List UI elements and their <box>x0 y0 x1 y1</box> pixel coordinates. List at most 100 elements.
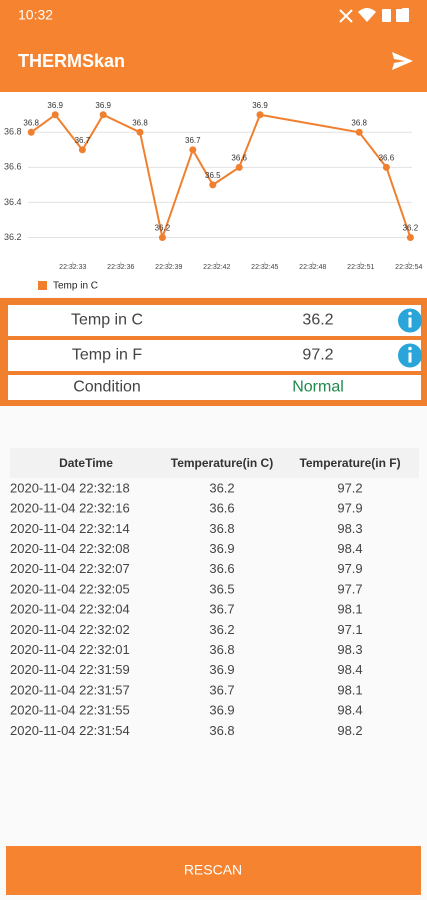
x-tick-label: 22:32:54 <box>395 264 422 271</box>
table-cell: 2020-11-04 22:31:57 <box>10 682 130 697</box>
app-bar <box>0 0 427 92</box>
x-tick-label: 22:32:51 <box>347 264 374 271</box>
table-cell: 36.7 <box>209 602 234 617</box>
table-header: Temperature(in F) <box>299 456 400 470</box>
history-table: DateTime Temperature(in C) Temperature(in … <box>10 456 401 738</box>
data-label: 36.2 <box>155 224 171 233</box>
data-label: 36.7 <box>75 136 91 145</box>
table-cell: 36.8 <box>209 723 234 738</box>
reading-value: 97.2 <box>302 347 333 364</box>
reading-value: Normal <box>292 379 344 396</box>
table-cell: 36.6 <box>209 561 234 576</box>
table-cell: 97.7 <box>337 581 362 596</box>
table-header-bg <box>10 448 419 478</box>
table-cell: 2020-11-04 22:32:16 <box>10 501 130 516</box>
x-tick-label: 22:32:33 <box>59 264 86 271</box>
table-header: DateTime <box>59 456 113 470</box>
data-point <box>209 181 217 189</box>
table-cell: 2020-11-04 22:32:04 <box>10 602 130 617</box>
x-tick-label: 22:32:42 <box>203 264 230 271</box>
data-point <box>99 111 107 119</box>
data-point <box>51 111 59 119</box>
table-cell: 98.1 <box>337 682 362 697</box>
data-label: 36.9 <box>47 101 63 110</box>
data-label: 36.8 <box>351 118 367 127</box>
table-cell: 2020-11-04 22:32:02 <box>10 622 130 637</box>
data-point <box>235 163 243 171</box>
table-cell: 36.7 <box>209 682 234 697</box>
table-cell: 98.1 <box>337 602 362 617</box>
status-icons <box>339 8 409 23</box>
rescan-button[interactable] <box>6 846 421 895</box>
table-cell: 36.8 <box>209 642 234 657</box>
table-cell: 36.5 <box>209 581 234 596</box>
chart: 36.2 36.4 36.6 36.8 22:32:33 22:32:36 22:32:39… <box>4 101 423 292</box>
table-cell: 98.4 <box>337 541 362 556</box>
table-cell: 36.9 <box>209 662 234 677</box>
data-point <box>27 128 35 136</box>
rescan-label[interactable]: RESCAN <box>184 862 242 878</box>
send-button[interactable] <box>392 52 413 70</box>
chart-area <box>0 92 427 297</box>
data-label: 36.7 <box>185 136 201 145</box>
data-point <box>189 146 197 154</box>
table-cell: 98.3 <box>337 642 362 657</box>
table-cell: 36.9 <box>209 541 234 556</box>
table-cell: 98.4 <box>337 703 362 718</box>
reading-value: 36.2 <box>302 312 333 329</box>
info-dot <box>408 311 412 316</box>
data-point <box>158 233 166 241</box>
table-header: Temperature(in C) <box>171 456 273 470</box>
reading-row <box>8 375 421 400</box>
data-point <box>256 111 264 119</box>
table-cell: 2020-11-04 22:32:18 <box>10 480 130 495</box>
table-cell: 2020-11-04 22:32:05 <box>10 581 130 596</box>
reading-label: Temp in C <box>71 312 143 329</box>
reading-label: Temp in F <box>72 347 142 364</box>
data-label: 36.6 <box>231 153 247 162</box>
table-cell: 97.9 <box>337 501 362 516</box>
table-cell: 36.8 <box>209 521 234 536</box>
table-cell: 98.4 <box>337 662 362 677</box>
readings: Temp in C 36.2 Temp in F 97.2 Condition Norma… <box>8 305 422 400</box>
info-dot <box>408 346 412 351</box>
data-point <box>78 146 86 154</box>
data-point <box>382 163 390 171</box>
y-tick-label: 36.8 <box>4 127 22 137</box>
table-cell: 2020-11-04 22:31:55 <box>10 703 130 718</box>
data-label: 36.5 <box>205 171 221 180</box>
data-label: 36.2 <box>403 224 419 233</box>
app-title: THERMSkan <box>18 51 125 71</box>
data-point <box>355 128 363 136</box>
info-glyph <box>408 352 412 363</box>
y-tick-label: 36.4 <box>4 197 22 207</box>
info-glyph <box>408 317 412 328</box>
y-tick-label: 36.6 <box>4 162 22 172</box>
table-cell: 2020-11-04 22:31:54 <box>10 723 130 738</box>
data-label: 36.8 <box>23 118 39 127</box>
data-label: 36.9 <box>252 101 268 110</box>
table-cell: 97.1 <box>337 622 362 637</box>
table-cell: 36.2 <box>209 480 234 495</box>
x-tick-label: 22:32:45 <box>251 264 278 271</box>
x-tick-label: 22:32:48 <box>299 264 326 271</box>
table-cell: 2020-11-04 22:32:14 <box>10 521 130 536</box>
data-point <box>406 233 414 241</box>
x-tick-label: 22:32:39 <box>155 264 182 271</box>
table-cell: 97.2 <box>337 480 362 495</box>
reading-row <box>8 305 421 336</box>
data-label: 36.8 <box>132 118 148 127</box>
table-cell: 36.2 <box>209 622 234 637</box>
data-point <box>136 128 144 136</box>
table-cell: 36.9 <box>209 703 234 718</box>
x-tick-label: 22:32:36 <box>107 264 134 271</box>
table-cell: 2020-11-04 22:31:59 <box>10 662 130 677</box>
status-time: 10:32 <box>18 7 53 23</box>
reading-row <box>8 340 421 371</box>
y-tick-label: 36.2 <box>4 232 22 242</box>
data-label: 36.9 <box>95 101 111 110</box>
table-cell: 97.9 <box>337 561 362 576</box>
table-cell: 2020-11-04 22:32:07 <box>10 561 130 576</box>
